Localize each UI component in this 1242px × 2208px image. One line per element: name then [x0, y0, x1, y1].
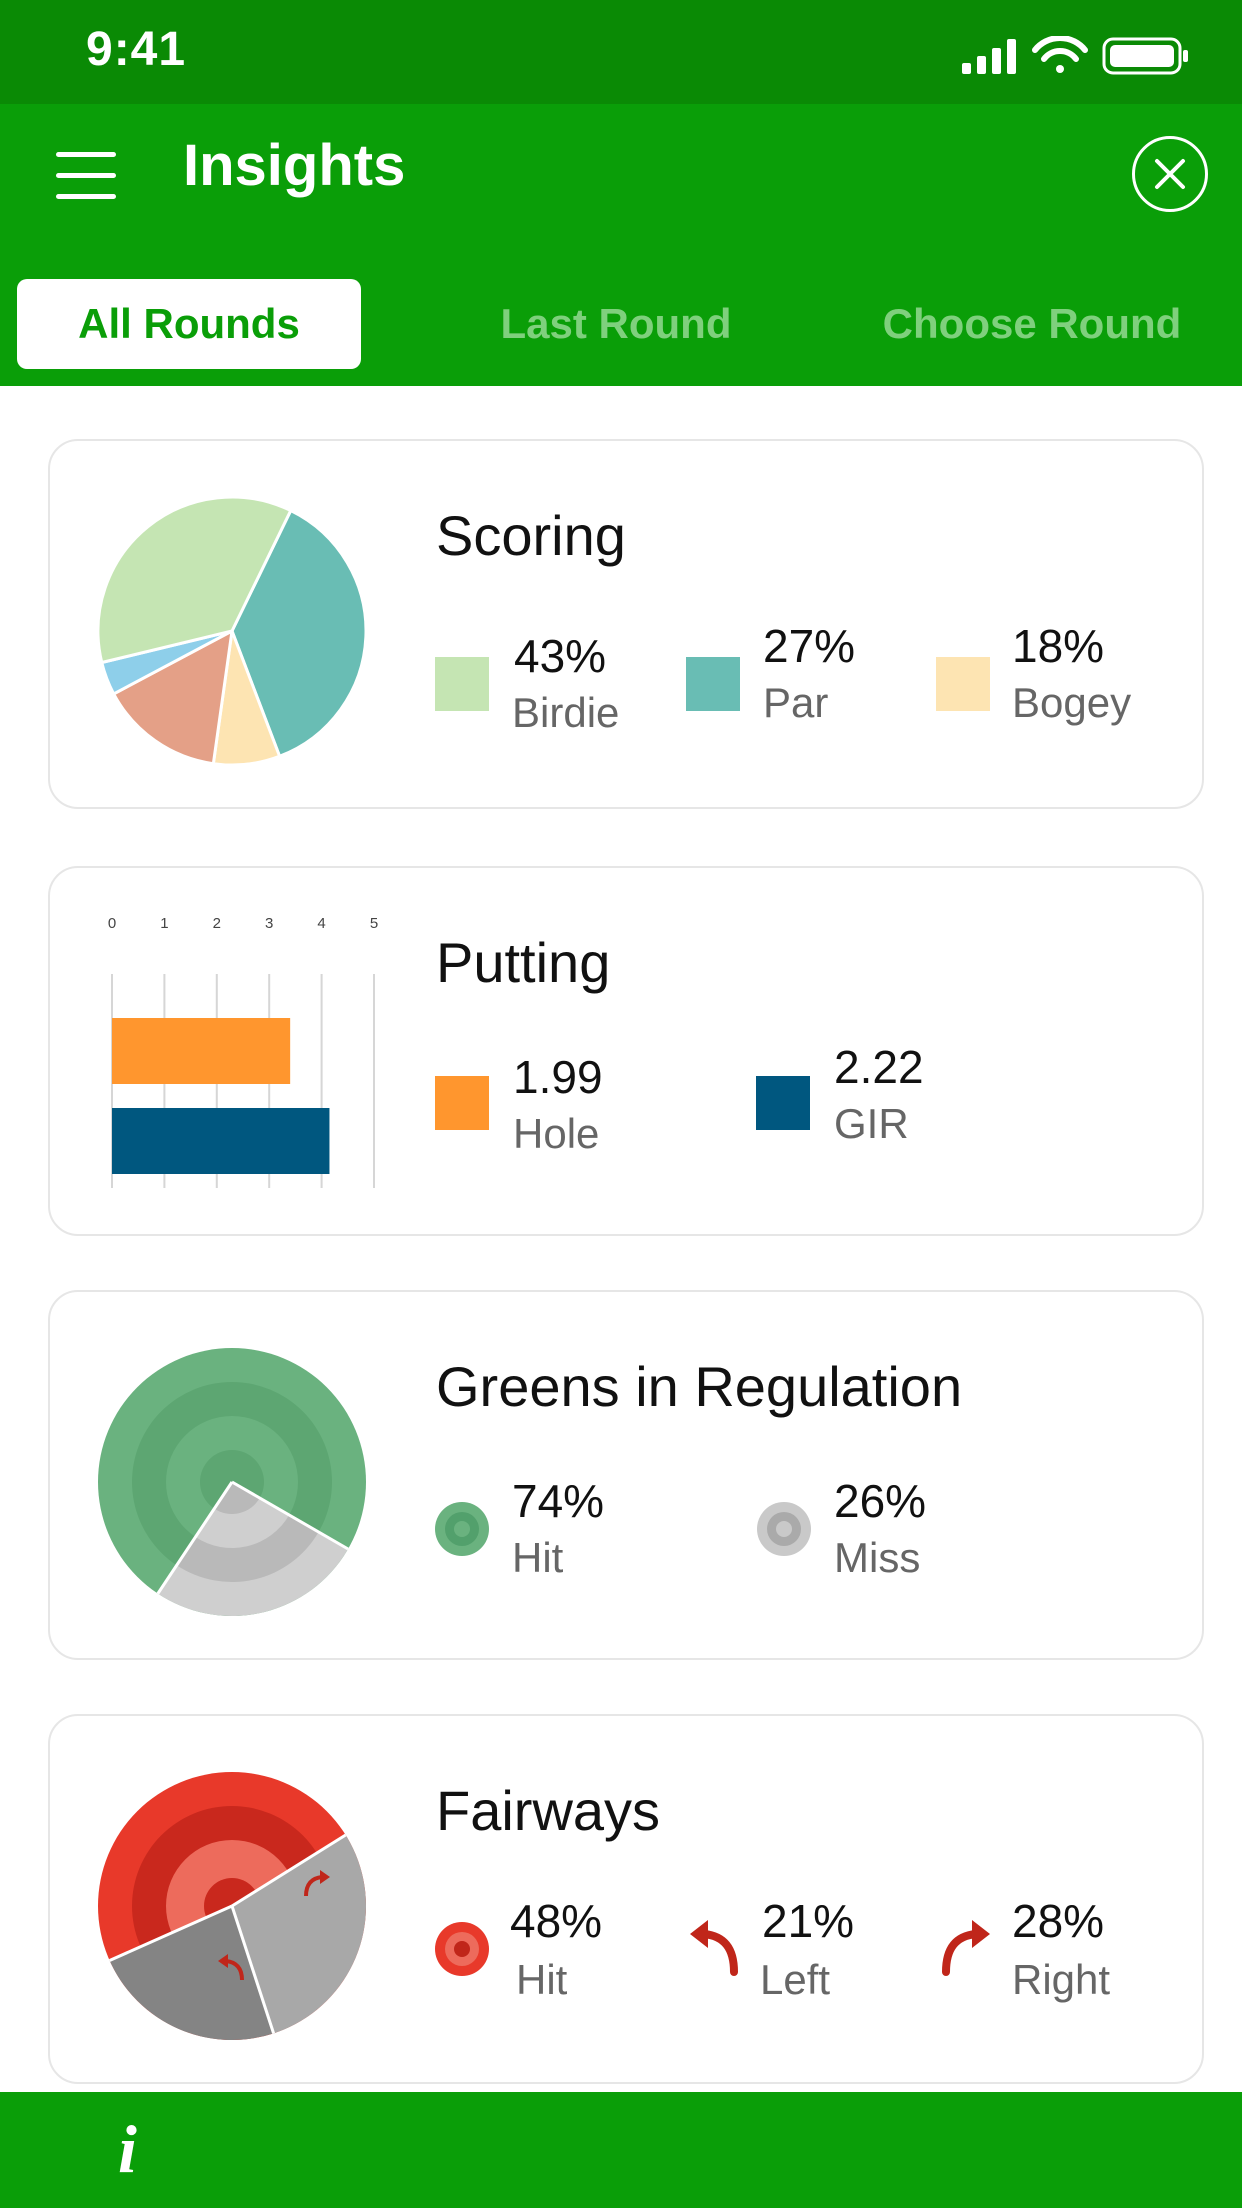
x-tick-label: 1	[160, 915, 168, 932]
gir-miss-ring	[214, 1482, 260, 1514]
x-tick-label: 3	[265, 915, 273, 932]
scoring-title: Scoring	[436, 504, 626, 567]
fairway-left-slice	[109, 1906, 274, 2040]
hole-swatch	[435, 1076, 489, 1130]
gir-card[interactable]: Greens in Regulation 74% Hit 26% Miss	[48, 1290, 1204, 1660]
fairway-hit-value: 48%	[510, 1895, 603, 1947]
scoring-slice	[96, 495, 293, 665]
app-header: Insights All Rounds Last Round Choose Ro…	[0, 104, 1242, 386]
page-title: Insights	[183, 133, 406, 198]
fairways-pie-chart	[98, 1772, 366, 2040]
tab-last-round[interactable]: Last Round	[500, 300, 732, 347]
close-button[interactable]	[1132, 136, 1208, 212]
gir-hit-label: Hit	[512, 1534, 564, 1581]
hole-value: 1.99	[513, 1051, 603, 1103]
info-icon[interactable]: i	[118, 2111, 137, 2187]
close-icon	[1155, 159, 1185, 189]
gir-title: Greens in Regulation	[436, 1355, 963, 1418]
bogey-swatch	[936, 657, 990, 711]
putting-card[interactable]: 0 1 2 3 4 5 Putting 1.99 Hole 2.22 GIR	[48, 866, 1204, 1236]
putting-title: Putting	[436, 931, 611, 994]
fairway-left-label: Left	[760, 1956, 831, 2003]
fairway-left-value: 21%	[762, 1895, 855, 1947]
scoring-slice	[230, 508, 368, 759]
battery-icon	[1102, 37, 1188, 75]
putting-bar	[112, 1018, 291, 1084]
fairway-hit-label: Hit	[516, 1956, 568, 2003]
wifi-icon	[1032, 36, 1088, 73]
fairway-left-arrow	[218, 1954, 244, 1981]
fairways-card[interactable]: Fairways 48% Hit 21% Left 28% Right	[48, 1714, 1204, 2084]
gir-separator	[156, 1481, 234, 1595]
par-value: 27%	[763, 620, 856, 672]
fairway-right-arrow	[304, 1870, 330, 1897]
bottom-bar: i	[0, 2092, 1242, 2208]
hole-label: Hole	[513, 1110, 600, 1157]
par-swatch	[686, 657, 740, 711]
scoring-pie-chart	[96, 495, 368, 767]
status-time: 9:41	[86, 23, 187, 76]
birdie-label: Birdie	[512, 689, 620, 736]
target-miss-icon	[757, 1502, 811, 1556]
gir-miss-value: 26%	[834, 1475, 927, 1527]
x-tick-label: 4	[317, 915, 325, 932]
fairway-right-slice	[232, 1834, 366, 2034]
gir-putt-label: GIR	[834, 1100, 909, 1147]
gir-miss-ring	[195, 1482, 290, 1548]
scoring-slice	[111, 628, 234, 766]
x-tick-label: 2	[213, 915, 221, 932]
target-hit-icon	[435, 1502, 489, 1556]
gir-hit-value: 74%	[512, 1475, 605, 1527]
signal-icon	[962, 39, 1016, 74]
tab-all-rounds[interactable]: All Rounds	[17, 279, 361, 369]
arrow-right-icon	[942, 1920, 990, 1976]
menu-icon-line	[56, 194, 116, 199]
birdie-swatch	[435, 657, 489, 711]
bogey-value: 18%	[1012, 620, 1105, 672]
fairways-title: Fairways	[436, 1779, 661, 1842]
putting-bar	[112, 1108, 330, 1174]
x-tick-label: 5	[370, 915, 378, 932]
status-bar: 9:41	[0, 0, 1242, 104]
fairway-right-label: Right	[1012, 1956, 1111, 2003]
fairway-separator	[230, 1905, 276, 2034]
menu-button[interactable]	[56, 152, 116, 200]
gir-miss-label: Miss	[834, 1534, 921, 1581]
fairway-separator	[108, 1904, 233, 1962]
bogey-label: Bogey	[1012, 679, 1132, 726]
gir-separator	[231, 1480, 349, 1551]
tab-choose-round[interactable]: Choose Round	[882, 300, 1182, 347]
putting-bar-chart: 0 1 2 3 4 5	[108, 915, 378, 1188]
menu-icon	[56, 152, 116, 157]
par-label: Par	[763, 679, 829, 726]
status-icons	[962, 36, 1188, 75]
fairway-separator	[231, 1833, 347, 1908]
gir-pie-chart	[98, 1348, 366, 1616]
x-tick-label: 0	[108, 915, 116, 932]
gir-putt-value: 2.22	[834, 1041, 924, 1093]
scoring-card[interactable]: Scoring 43% Birdie 27% Par 18% Bogey	[48, 439, 1204, 809]
fairway-hit-icon	[435, 1922, 489, 1976]
gir-putt-swatch	[756, 1076, 810, 1130]
menu-icon-line	[56, 173, 116, 178]
birdie-value: 43%	[514, 630, 607, 682]
fairway-right-value: 28%	[1012, 1895, 1105, 1947]
arrow-left-icon	[690, 1920, 738, 1976]
